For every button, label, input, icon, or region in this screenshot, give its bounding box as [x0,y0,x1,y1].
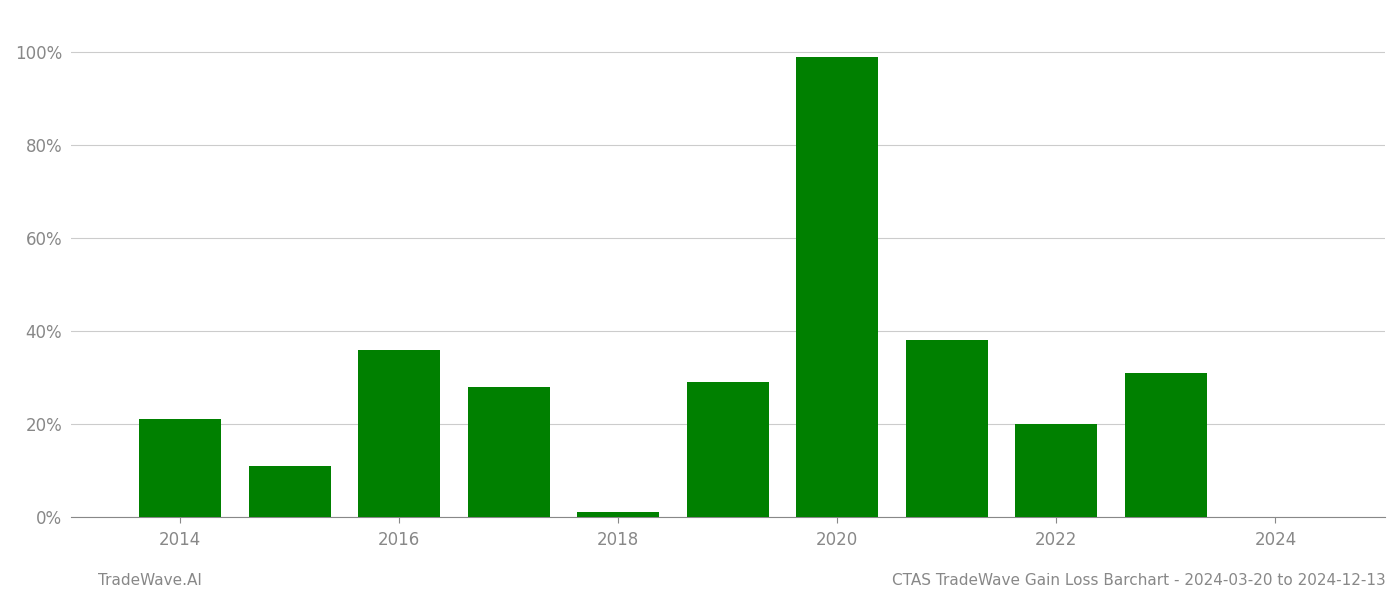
Bar [577,512,659,517]
Bar [358,350,440,517]
Bar [797,57,878,517]
Bar [906,340,988,517]
Bar [139,419,221,517]
Text: CTAS TradeWave Gain Loss Barchart - 2024-03-20 to 2024-12-13: CTAS TradeWave Gain Loss Barchart - 2024… [892,573,1386,588]
Bar [468,387,550,517]
Text: TradeWave.AI: TradeWave.AI [98,573,202,588]
Bar [249,466,330,517]
Bar [1124,373,1207,517]
Bar [687,382,769,517]
Bar [1015,424,1098,517]
